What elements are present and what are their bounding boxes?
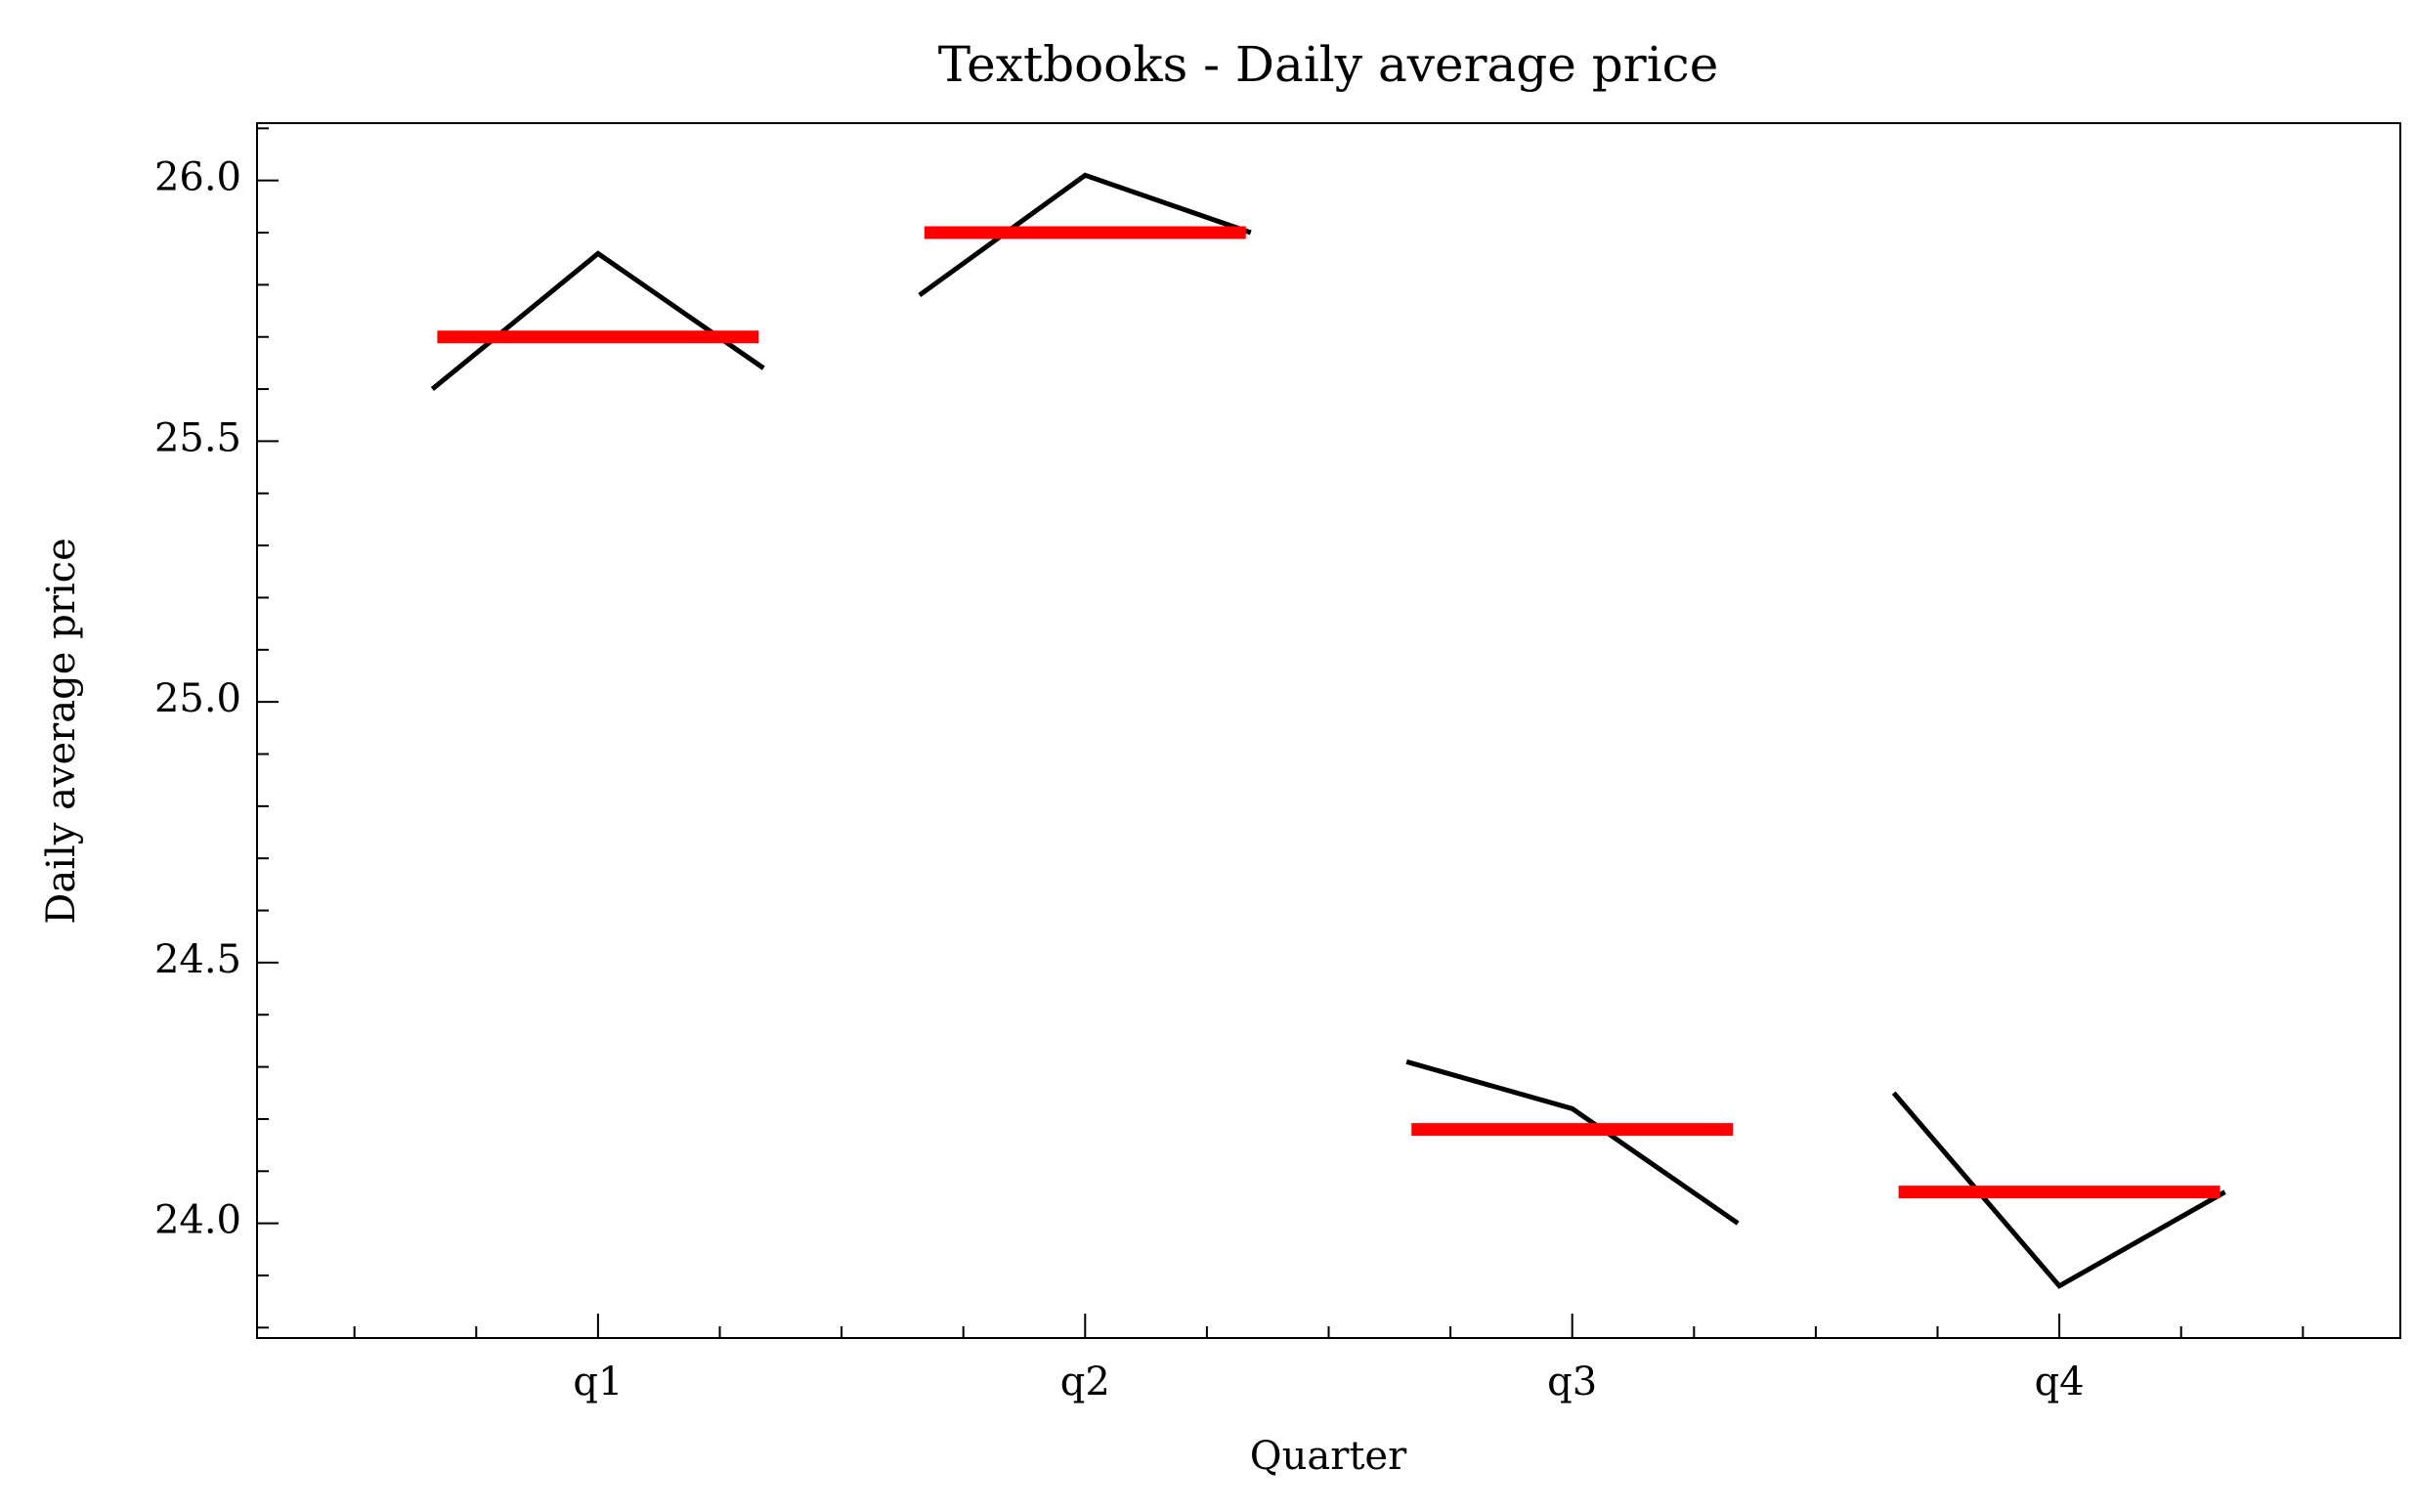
season-line xyxy=(918,172,1252,298)
y-tick-label: 24.0 xyxy=(154,1198,241,1243)
y-tick-label: 25.0 xyxy=(154,676,241,721)
season-line xyxy=(1405,1058,1740,1226)
x-axis-label: Quarter xyxy=(1250,1434,1407,1479)
x-tick-label: q4 xyxy=(2035,1360,2085,1404)
plot-frame xyxy=(256,122,2401,1339)
season-line xyxy=(1891,1091,2226,1289)
x-tick-label: q2 xyxy=(1060,1360,1110,1404)
y-axis-label: Daily average price xyxy=(39,538,84,925)
y-tick-label: 24.5 xyxy=(154,937,241,982)
y-tick-label: 25.5 xyxy=(154,415,241,460)
y-tick-label: 26.0 xyxy=(154,155,241,200)
x-tick-label: q1 xyxy=(573,1360,623,1404)
chart-title: Textbooks - Daily average price xyxy=(938,36,1719,93)
x-tick-label: q3 xyxy=(1547,1360,1597,1404)
season-line xyxy=(430,250,765,392)
